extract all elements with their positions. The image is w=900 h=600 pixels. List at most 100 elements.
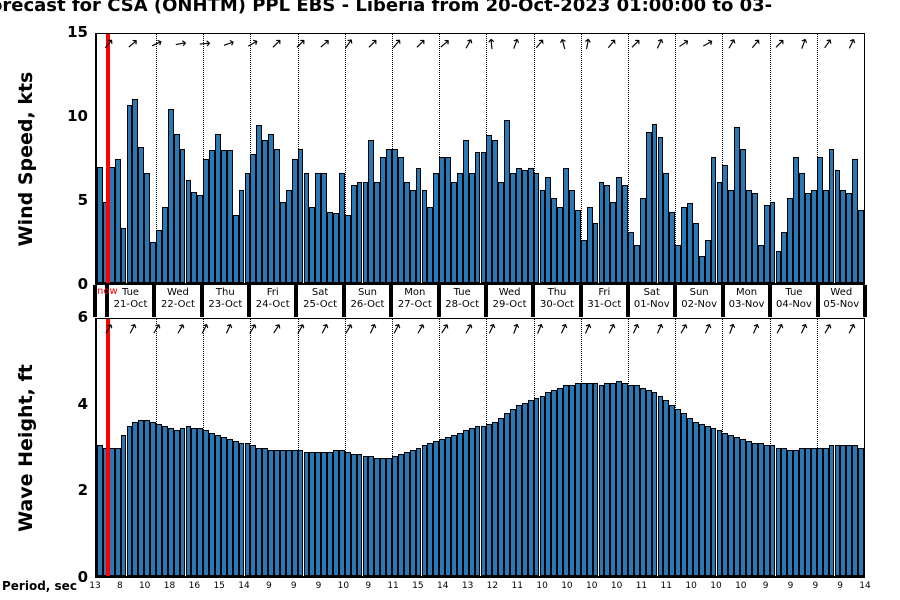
wind-bar bbox=[521, 170, 528, 283]
wind-bar bbox=[805, 193, 811, 283]
wind-bar bbox=[321, 173, 328, 283]
wind-bar bbox=[757, 244, 764, 283]
wind-bar bbox=[480, 151, 487, 283]
wind-bar bbox=[380, 156, 387, 283]
direction-arrow-icon: → bbox=[602, 320, 623, 338]
day-gridline bbox=[156, 319, 157, 576]
wind-bar bbox=[161, 206, 168, 283]
day-gridline bbox=[439, 319, 441, 576]
wind-bar bbox=[451, 181, 457, 283]
wind-bar bbox=[191, 191, 198, 283]
day-boundary-tick bbox=[199, 285, 204, 317]
wave-bar bbox=[451, 434, 457, 576]
wind-bar bbox=[710, 156, 717, 283]
wave-bar bbox=[191, 428, 198, 576]
day-gridline bbox=[250, 34, 252, 283]
direction-arrow-icon: → bbox=[458, 319, 479, 339]
wind-bar bbox=[209, 150, 215, 283]
wave-bar bbox=[397, 453, 404, 576]
wave-bar bbox=[285, 449, 292, 576]
y-tick-label: 4 bbox=[77, 394, 88, 413]
direction-arrow-icon: → bbox=[218, 320, 239, 338]
wind-bar bbox=[215, 133, 221, 283]
day-gridline bbox=[203, 319, 205, 576]
wave-bar bbox=[775, 447, 782, 576]
day-gridline bbox=[297, 34, 299, 283]
direction-arrow-icon: → bbox=[722, 320, 742, 338]
wave-bar bbox=[586, 383, 593, 576]
day-gridline bbox=[533, 34, 535, 283]
wind-bar bbox=[858, 209, 864, 283]
wind-bar bbox=[574, 209, 581, 283]
wave-bar bbox=[427, 443, 434, 576]
day-gridline bbox=[580, 319, 582, 576]
wave-bar bbox=[126, 426, 133, 576]
direction-arrow-icon: → bbox=[817, 34, 838, 54]
wave-bar bbox=[291, 449, 298, 576]
wave-bar bbox=[215, 434, 221, 576]
wind-bar bbox=[515, 168, 522, 283]
y-tick-label: 2 bbox=[77, 481, 88, 500]
wind-bar bbox=[657, 136, 664, 283]
direction-arrow-icon: → bbox=[746, 320, 766, 338]
direction-arrow-icon: → bbox=[794, 320, 814, 338]
period-value: 11 bbox=[387, 581, 399, 591]
wave-bar bbox=[852, 445, 859, 576]
wind-bar bbox=[279, 201, 286, 283]
wind-bar bbox=[256, 125, 263, 283]
direction-arrow-icon: → bbox=[148, 34, 166, 54]
day-gridline bbox=[675, 34, 677, 283]
direction-arrow-icon: → bbox=[626, 320, 646, 338]
wave-bar bbox=[327, 451, 333, 576]
wave-bar bbox=[303, 451, 310, 576]
day-boundary-tick bbox=[436, 285, 441, 317]
wave-bar bbox=[563, 385, 569, 576]
wind-bar bbox=[315, 173, 322, 283]
wave-bar bbox=[545, 391, 552, 576]
wave-bar bbox=[173, 430, 180, 576]
period-value: 18 bbox=[163, 581, 176, 591]
wind-bar bbox=[551, 198, 558, 283]
wind-bar bbox=[268, 133, 274, 283]
day-gridline bbox=[722, 34, 724, 283]
wind-bar bbox=[197, 195, 204, 283]
day-boundary-tick bbox=[294, 285, 299, 317]
wave-bar bbox=[209, 432, 215, 576]
day-boundary-tick bbox=[483, 285, 488, 317]
day-label: Sat 01-Nov bbox=[633, 287, 670, 310]
direction-arrow-icon: → bbox=[338, 319, 359, 339]
y-tick-label: 6 bbox=[77, 308, 88, 326]
period-value: 14 bbox=[859, 581, 871, 591]
direction-arrow-icon: → bbox=[674, 319, 694, 339]
direction-arrow-icon: → bbox=[555, 36, 574, 52]
day-gridline bbox=[769, 34, 771, 283]
direction-arrow-icon: → bbox=[434, 319, 455, 339]
wave-bar bbox=[309, 451, 316, 576]
wind-bar bbox=[433, 173, 440, 283]
wind-bar bbox=[681, 206, 687, 283]
day-gridline bbox=[628, 319, 629, 576]
wave-bar bbox=[498, 417, 505, 576]
wave-bar bbox=[840, 445, 847, 576]
period-value: 14 bbox=[238, 581, 250, 591]
wind-bar bbox=[775, 251, 782, 283]
wave-bar bbox=[569, 385, 575, 576]
wave-bar bbox=[781, 447, 788, 576]
wave-bar bbox=[350, 453, 357, 576]
day-boundary-tick bbox=[768, 285, 773, 317]
wave-bar bbox=[592, 383, 599, 576]
wind-bar bbox=[492, 140, 499, 283]
wind-bar bbox=[138, 146, 145, 283]
day-label: Mon 27-Oct bbox=[397, 287, 432, 310]
wind-bar bbox=[226, 150, 233, 283]
wave-bar bbox=[521, 402, 528, 576]
day-boundary-tick bbox=[152, 285, 157, 317]
y-tick-label: 15 bbox=[67, 23, 88, 41]
day-label: Fri 31-Oct bbox=[587, 287, 622, 310]
period-value: 13 bbox=[461, 581, 474, 591]
direction-arrow-icon: → bbox=[578, 320, 598, 338]
wave-bar bbox=[574, 383, 581, 576]
wind-bar bbox=[663, 173, 670, 283]
period-value: 10 bbox=[586, 581, 598, 591]
wind-bar bbox=[220, 150, 227, 283]
